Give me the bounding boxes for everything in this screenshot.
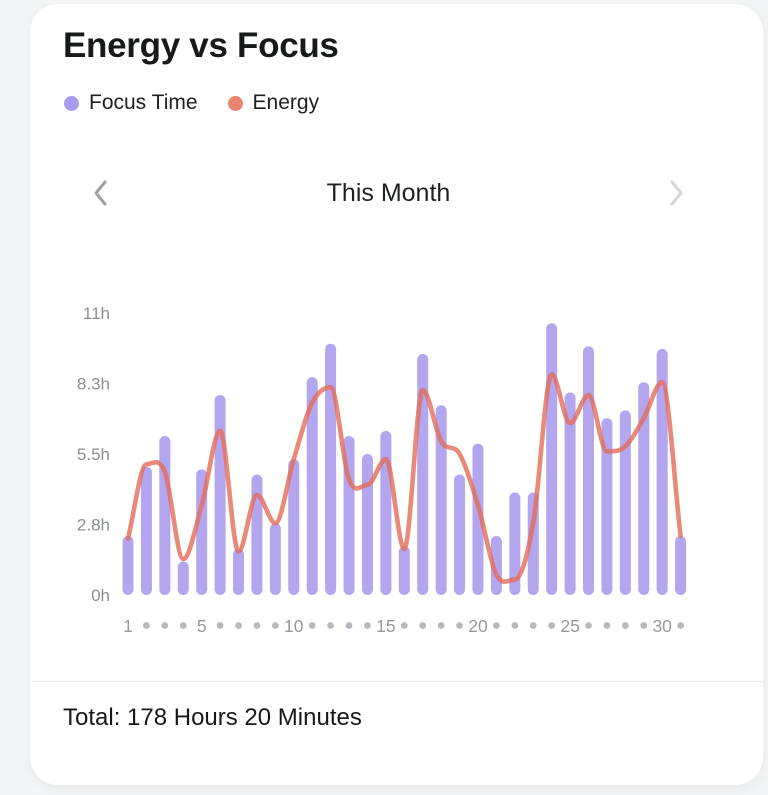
focus-time-legend-dot-icon <box>64 95 79 111</box>
energy-focus-chart[interactable]: 0h 2.8h 5.5h 8.3h 11h 1 5 10 15 20 25 30 <box>30 300 763 646</box>
svg-text:25: 25 <box>560 616 579 636</box>
total-summary: Total: 178 Hours 20 Minutes <box>63 704 362 731</box>
svg-text:10: 10 <box>284 616 304 636</box>
legend-label-focus-time: Focus Time <box>89 91 198 114</box>
svg-text:11h: 11h <box>83 304 110 323</box>
legend-item-energy: Energy <box>227 91 320 115</box>
prev-period-button[interactable] <box>78 171 122 215</box>
svg-text:2.8h: 2.8h <box>77 516 110 535</box>
svg-text:8.3h: 8.3h <box>77 375 110 394</box>
page-title: Energy vs Focus <box>63 26 339 65</box>
svg-text:5: 5 <box>197 616 207 636</box>
chart-legend: Focus Time Energy <box>64 88 319 118</box>
period-navigator: This Month <box>30 166 763 220</box>
divider <box>30 681 763 682</box>
svg-text:0h: 0h <box>91 586 110 605</box>
svg-text:20: 20 <box>468 616 488 636</box>
svg-text:15: 15 <box>376 616 395 636</box>
energy-legend-dot-icon <box>227 95 243 111</box>
svg-text:1: 1 <box>123 616 133 636</box>
chevron-right-icon <box>670 180 683 206</box>
svg-text:30: 30 <box>652 616 672 636</box>
legend-item-focus-time: Focus Time <box>64 91 198 115</box>
svg-text:5.5h: 5.5h <box>77 445 110 464</box>
legend-label-energy: Energy <box>252 91 320 114</box>
next-period-button[interactable] <box>655 171 699 215</box>
energy-focus-card: Energy vs Focus Focus Time Energy This M… <box>30 4 763 785</box>
period-label: This Month <box>326 178 451 207</box>
chevron-left-icon <box>94 180 107 206</box>
